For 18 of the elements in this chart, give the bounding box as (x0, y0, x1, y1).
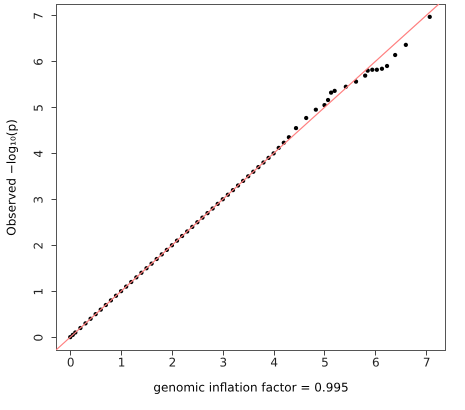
y-tick-label: 4 (32, 150, 46, 158)
x-tick-label: 0 (66, 356, 75, 370)
y-tick-label: 2 (32, 242, 46, 250)
y-tick-label: 1 (32, 288, 46, 296)
x-tick-label: 7 (422, 356, 431, 370)
y-tick-label: 7 (32, 12, 46, 20)
x-tick-label: 2 (168, 356, 176, 370)
x-axis-title: genomic inflation factor = 0.995 (153, 380, 349, 394)
x-tick-label: 1 (118, 356, 126, 370)
y-tick-label: 6 (32, 58, 46, 66)
x-tick-label: 5 (321, 356, 329, 370)
y-axis-title: Observed −log₁₀(p) (4, 119, 18, 236)
y-tick-label: 5 (32, 104, 46, 112)
y-tick-label: 0 (32, 334, 46, 342)
x-tick-label: 3 (219, 356, 228, 370)
y-tick-label: 3 (32, 196, 46, 204)
x-tick-label: 4 (270, 356, 278, 370)
x-tick-label: 6 (372, 356, 380, 370)
